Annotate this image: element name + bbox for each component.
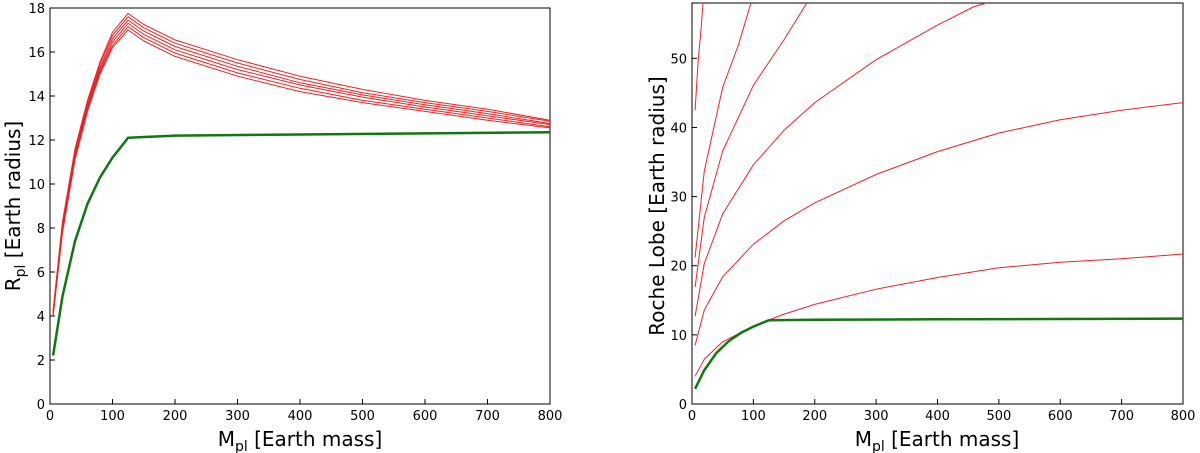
- left-ytick-label: 2: [37, 354, 45, 369]
- right-series-line-red-3: [694, 2, 808, 288]
- left-ytick-label: 16: [28, 46, 45, 61]
- right-xtick-label: 500: [986, 409, 1011, 424]
- right-series-group: [693, 2, 1184, 390]
- right-xtick-label: 800: [1171, 409, 1196, 424]
- left-xticks: 0 100 200 300 400 500 600 700 800: [46, 399, 563, 424]
- left-xtick-label: 700: [475, 409, 500, 424]
- left-ytick-label: 0: [37, 398, 45, 413]
- left-ytick-label: 14: [28, 90, 45, 105]
- left-panel: 0 100 200 300 400 500 600 700 800 0 2 4 6 8 10 12 14 16 1…: [1, 2, 562, 453]
- right-xtick-label: 200: [802, 409, 827, 424]
- right-ytick-label: 20: [670, 260, 687, 275]
- right-ytick-label: 0: [679, 398, 687, 413]
- left-ytick-label: 10: [28, 178, 45, 193]
- right-ytick-label: 50: [670, 52, 687, 67]
- left-series-line-red-5: [52, 13, 551, 311]
- right-yticks: 0 10 20 30 40 50: [670, 52, 697, 413]
- left-series-group: [51, 13, 551, 356]
- left-series-line-red-3: [52, 19, 551, 313]
- right-panel: 0 100 200 300 400 500 600 700 800 0 10 20 30 40 50 Mp…: [645, 2, 1196, 453]
- left-xtick-label: 100: [100, 409, 125, 424]
- right-series-line-red-2: [694, 2, 987, 317]
- right-xtick-label: 100: [741, 409, 766, 424]
- left-series-line-red-2: [52, 22, 551, 314]
- right-series-line-red-1: [694, 102, 1184, 346]
- left-ytick-label: 18: [28, 2, 45, 17]
- left-xtick-label: 500: [350, 409, 375, 424]
- left-plot-frame: [49, 7, 551, 405]
- left-series-line-green-6: [51, 131, 551, 356]
- left-xtick-label: 800: [538, 409, 563, 424]
- left-ytick-label: 12: [28, 134, 45, 149]
- right-plot-frame: [691, 2, 1184, 405]
- right-xtick-label: 600: [1048, 409, 1073, 424]
- left-series-line-red-1: [52, 26, 551, 315]
- left-xtick-label: 400: [288, 409, 313, 424]
- left-xtick-label: 600: [413, 409, 438, 424]
- right-series-line-red-5: [694, 2, 704, 111]
- left-ytick-label: 8: [37, 222, 45, 237]
- left-x-axis-label: Mpl [Earth mass]: [218, 427, 383, 453]
- left-xtick-label: 200: [163, 409, 188, 424]
- right-ytick-label: 10: [670, 329, 687, 344]
- left-series-line-red-4: [52, 16, 551, 312]
- left-yticks: 0 2 4 6 8 10 12 14 16 18: [28, 2, 55, 413]
- right-xtick-label: 400: [925, 409, 950, 424]
- left-series-line-red-0: [52, 29, 551, 317]
- right-series-line-red-0: [694, 253, 1184, 377]
- left-xtick-label: 0: [46, 409, 54, 424]
- right-series-line-green-6: [693, 317, 1184, 390]
- left-xtick-label: 300: [225, 409, 250, 424]
- right-xtick-label: 300: [864, 409, 889, 424]
- left-ytick-label: 4: [37, 310, 45, 325]
- right-xtick-label: 0: [688, 409, 696, 424]
- right-y-axis-label: Roche Lobe [Earth radius]: [645, 76, 669, 335]
- right-xtick-label: 700: [1109, 409, 1134, 424]
- left-ytick-label: 6: [37, 266, 45, 281]
- right-ytick-label: 30: [670, 191, 687, 206]
- right-x-axis-label: Mpl [Earth mass]: [855, 427, 1020, 453]
- right-xticks: 0 100 200 300 400 500 600 700 800: [688, 399, 1196, 424]
- right-series-line-red-4: [694, 2, 752, 258]
- right-ytick-label: 40: [670, 121, 687, 136]
- left-y-axis-label: Rpl [Earth radius]: [1, 121, 29, 291]
